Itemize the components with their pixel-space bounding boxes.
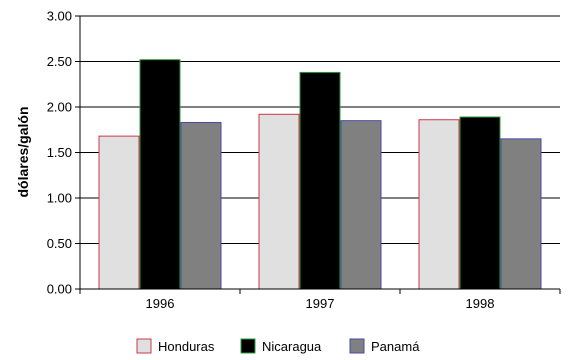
bar-nicaragua-1997 — [299, 71, 341, 290]
x-tick-labels: 1996 1997 1998 — [146, 296, 495, 311]
bar-panam-1996 — [180, 121, 222, 290]
legend-swatch-panam — [349, 338, 365, 354]
y-tick-label: 2.50 — [47, 54, 72, 69]
x-tick-label: 1996 — [146, 296, 175, 311]
y-tick-label: 0.00 — [47, 282, 72, 297]
legend-label: Honduras — [158, 339, 215, 354]
bars — [98, 59, 542, 290]
y-axis-label: dólares/galón — [15, 106, 31, 197]
bar-nicaragua-1998 — [459, 116, 501, 290]
axes — [75, 15, 561, 294]
y-tick-label: 3.00 — [47, 9, 72, 24]
legend: Honduras Nicaragua Panamá — [136, 338, 420, 354]
x-tick-label: 1997 — [306, 296, 335, 311]
y-tick-label: 2.00 — [47, 100, 72, 115]
legend-label: Nicaragua — [262, 339, 322, 354]
bar-panam-1998 — [500, 138, 542, 290]
bar-honduras-1997 — [258, 113, 300, 290]
y-tick-label: 0.50 — [47, 236, 72, 251]
bar-panam-1997 — [340, 120, 382, 290]
legend-swatch-nicaragua — [240, 338, 256, 354]
y-tick-label: 1.50 — [47, 145, 72, 160]
legend-swatch-honduras — [136, 338, 152, 354]
x-tick-label: 1998 — [466, 296, 495, 311]
y-tick-label: 1.00 — [47, 191, 72, 206]
legend-label: Panamá — [371, 339, 420, 354]
y-tick-labels: 0.00 0.50 1.00 1.50 2.00 2.50 3.00 — [47, 9, 72, 297]
bar-honduras-1996 — [98, 135, 140, 290]
bar-nicaragua-1996 — [139, 59, 181, 290]
bar-honduras-1998 — [418, 119, 460, 290]
